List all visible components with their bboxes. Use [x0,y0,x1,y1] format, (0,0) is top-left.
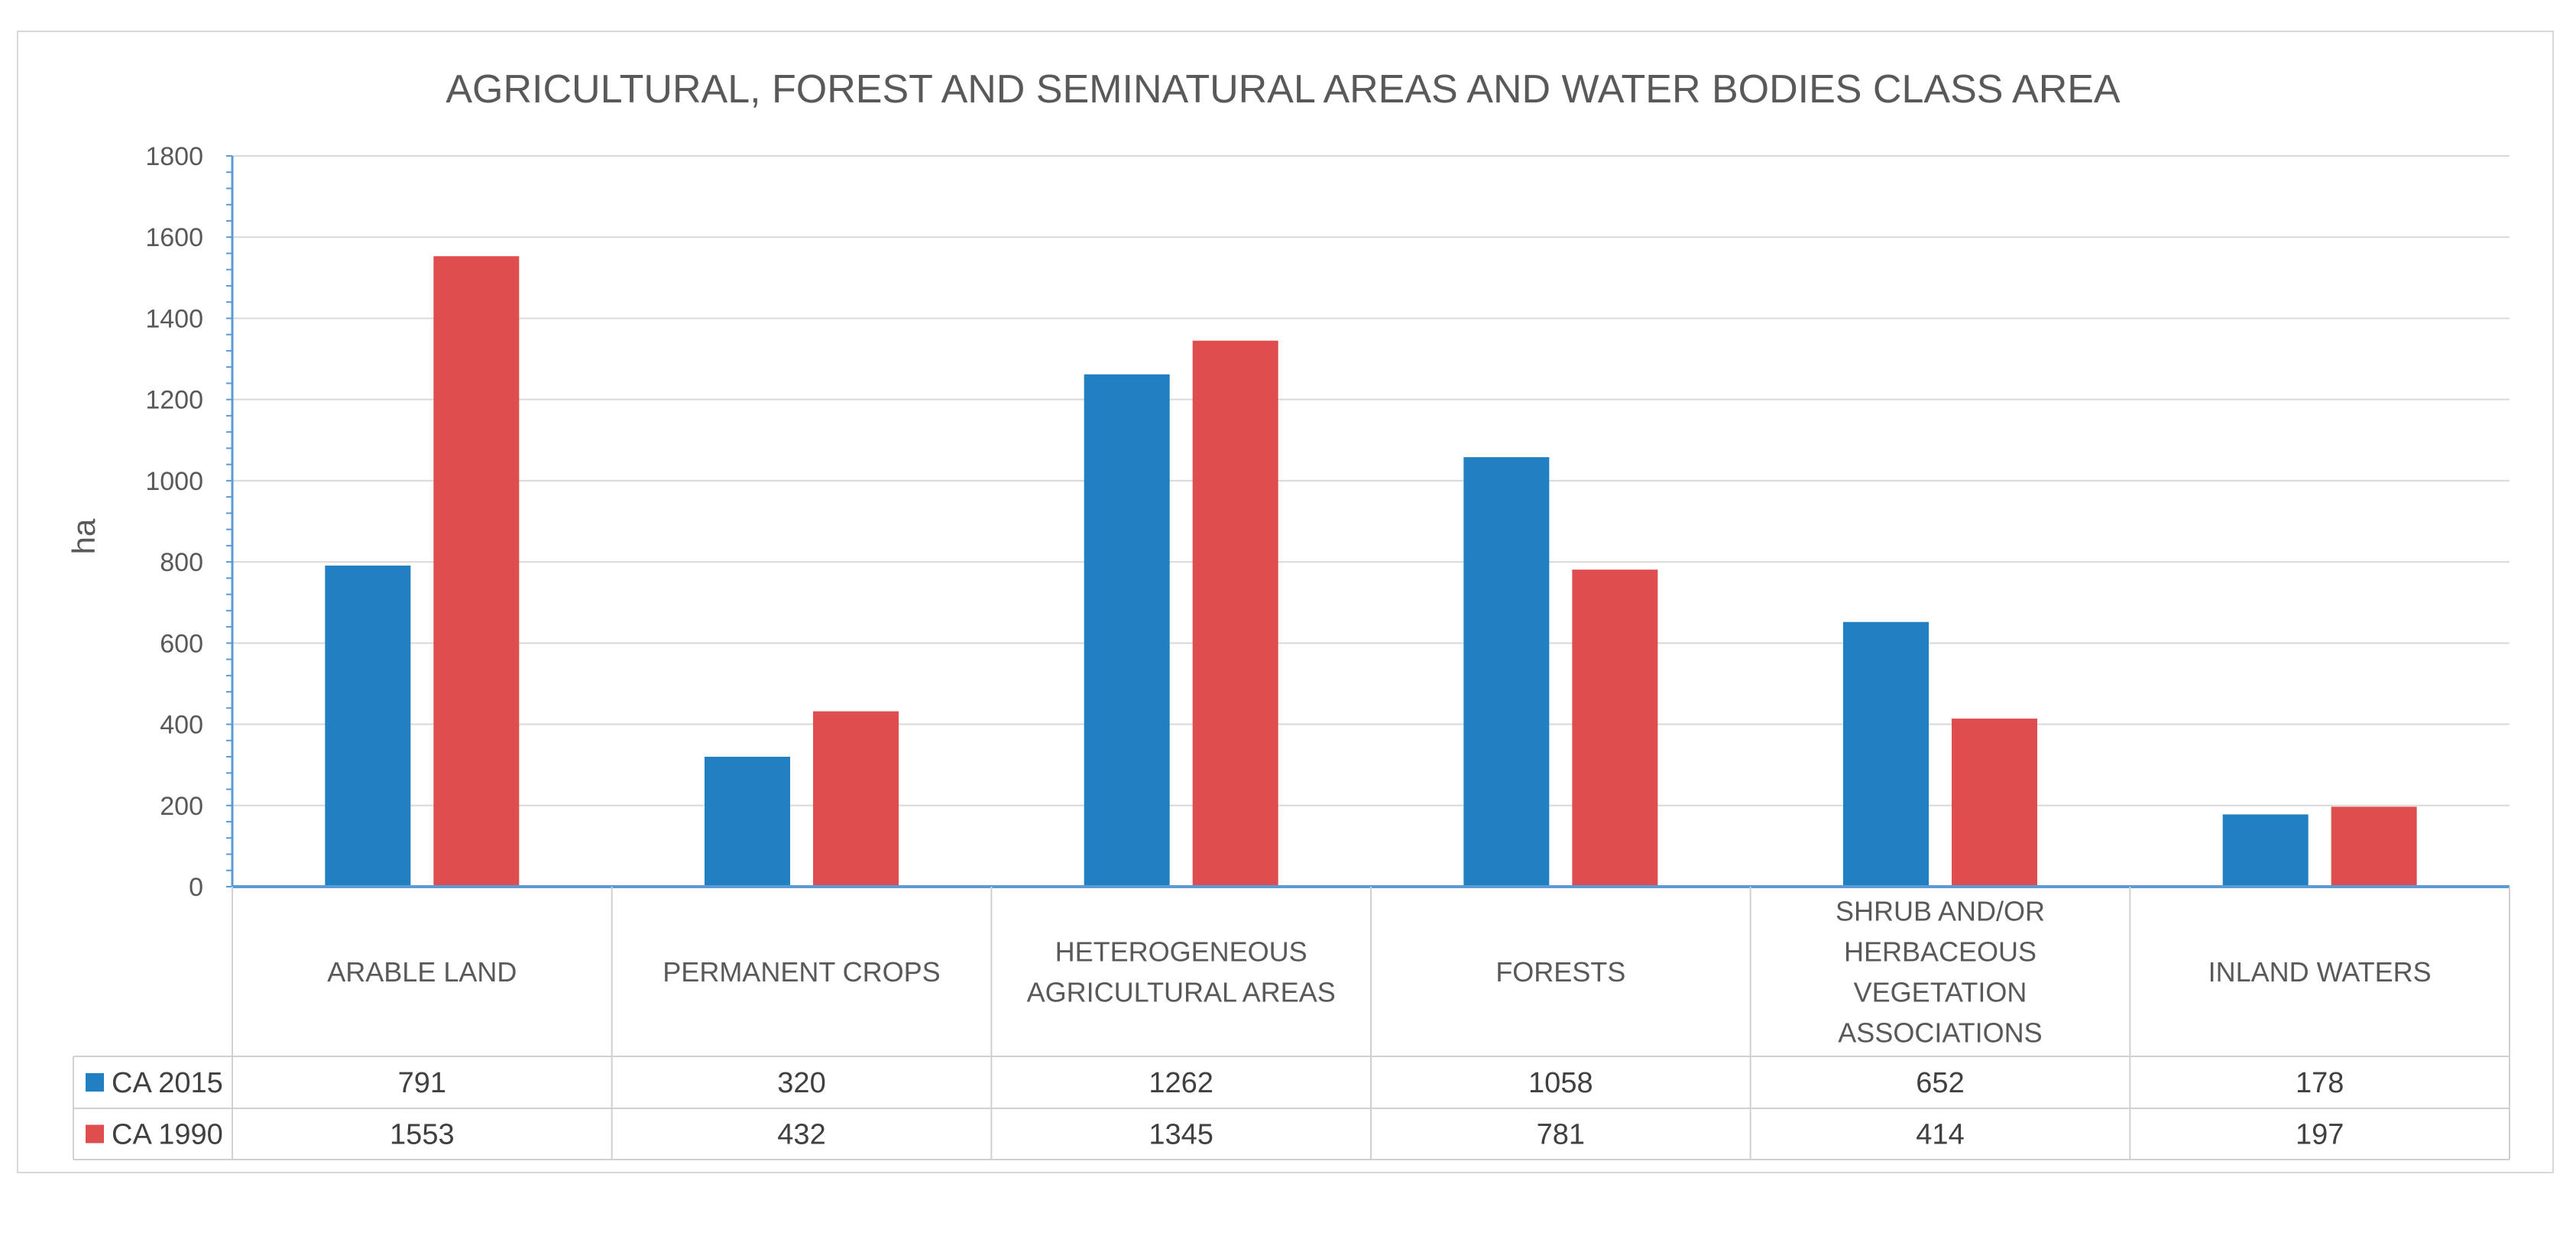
bar-ca-1990 [433,256,520,887]
data-table: ARABLE LAND PERMANENT CROPS HETEROGENEOUS A… [73,887,2510,1160]
bar-ca-1990 [1572,569,1658,887]
table-cell-value: 178 [2296,1067,2344,1099]
bars [325,256,2417,887]
table-cell-value: 320 [777,1067,825,1099]
bar-ca-2015 [325,565,411,887]
x-category-label: VEGETATION [1854,977,2027,1008]
legend-swatch [86,1073,104,1092]
table-cell-value: 197 [2296,1119,2344,1151]
x-category-label: ASSOCIATIONS [1838,1017,2042,1049]
table-cell-value: 1345 [1149,1119,1213,1151]
legend-swatch [86,1124,104,1144]
y-tick-label: 800 [160,548,203,577]
y-tick-label: 1200 [145,386,203,415]
y-tick-label: 1600 [145,223,203,252]
bar-ca-2015 [705,757,790,887]
table-cell-value: 1553 [390,1119,455,1151]
y-tick-label: 0 [189,873,203,902]
bar-ca-1990 [813,711,899,887]
y-tick-label: 400 [160,711,203,740]
legend-label: CA 1990 [112,1119,223,1151]
bar-ca-2015 [1843,621,1929,887]
x-category-label: AGRICULTURAL AREAS [1027,977,1336,1008]
y-axis-label: ha [66,518,102,554]
bar-ca-1990 [1952,719,2037,887]
x-category-label: INLAND WATERS [2208,956,2432,988]
y-tick-label: 1800 [145,142,203,171]
table-cell-value: 1058 [1528,1067,1593,1099]
table-cell-value: 414 [1916,1119,1964,1151]
table-cell-value: 1262 [1149,1067,1213,1099]
bar-ca-1990 [1192,340,1278,887]
chart-title: AGRICULTURAL, FOREST AND SEMINATURAL ARE… [446,67,2121,112]
bar-ca-2015 [2222,814,2309,887]
bar-ca-2015 [1463,457,1550,887]
bar-ca-2015 [1084,374,1170,887]
table-cell-value: 781 [1537,1119,1585,1151]
x-category-label: SHRUB AND/OR [1836,896,2045,927]
y-tick-label: 1000 [145,467,203,496]
bar-ca-1990 [2331,806,2417,887]
x-category-label: HERBACEOUS [1844,936,2036,968]
x-category-label: ARABLE LAND [327,956,517,988]
x-category-label: HETEROGENEOUS [1055,936,1307,968]
legend-label: CA 2015 [112,1067,223,1099]
x-category-label: PERMANENT CROPS [663,956,940,988]
x-category-label: FORESTS [1495,956,1625,988]
chart: AGRICULTURAL, FOREST AND SEMINATURAL ARE… [66,67,2510,1160]
y-tick-label: 600 [160,629,203,658]
y-tick-label: 200 [160,792,203,821]
table-cell-value: 652 [1916,1067,1964,1099]
table-cell-value: 432 [777,1119,825,1151]
y-tick-label: 1400 [145,304,203,333]
gridlines [232,155,2510,806]
table-cell-value: 791 [398,1067,446,1099]
chart-frame: AGRICULTURAL, FOREST AND SEMINATURAL ARE… [17,31,2554,1173]
